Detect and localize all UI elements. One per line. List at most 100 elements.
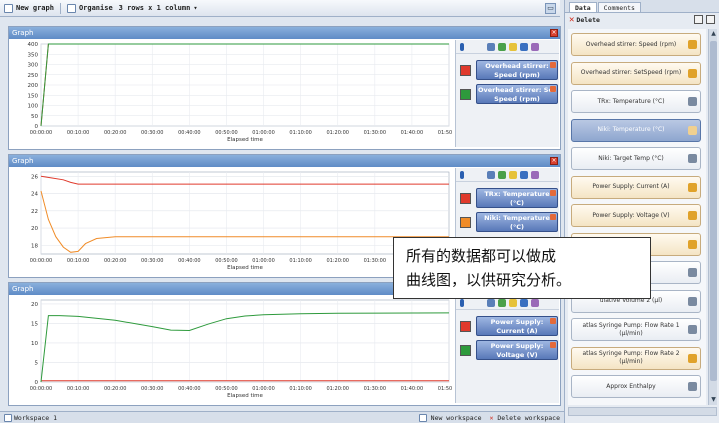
layout-dropdown[interactable]: 3 rows x 1 column ▾ bbox=[119, 4, 198, 12]
expand-icon[interactable] bbox=[460, 170, 464, 179]
x-tick-label: 00:20:00 bbox=[104, 258, 126, 264]
data-source-item[interactable]: Overhead stirrer: Speed (rpm) bbox=[571, 33, 701, 56]
data-panel: Data Comments ✕ Delete Overhead stirrer:… bbox=[564, 0, 719, 423]
series-button[interactable]: Power Supply: Voltage (V) bbox=[476, 340, 558, 360]
close-icon[interactable]: × bbox=[550, 29, 558, 37]
sensor-icon[interactable] bbox=[688, 68, 697, 78]
zoom-icon[interactable] bbox=[487, 298, 495, 307]
expand-icon[interactable] bbox=[460, 298, 464, 307]
settings-icon[interactable] bbox=[498, 42, 506, 51]
remove-icon[interactable] bbox=[550, 318, 556, 324]
sensor-icon[interactable] bbox=[688, 325, 697, 334]
remove-icon[interactable] bbox=[550, 190, 556, 196]
series-row: TRx: Temperature (°C) bbox=[460, 188, 558, 208]
series-button[interactable]: Power Supply: Current (A) bbox=[476, 316, 558, 336]
delete-button[interactable]: Delete bbox=[576, 16, 600, 24]
dock-icon[interactable]: ▭ bbox=[545, 3, 556, 14]
folder-icon[interactable] bbox=[509, 298, 517, 307]
edit-icon[interactable] bbox=[531, 170, 539, 179]
series-color-swatch[interactable] bbox=[460, 320, 471, 332]
sensor-icon[interactable] bbox=[688, 239, 697, 249]
expand-icon[interactable] bbox=[460, 42, 464, 51]
scroll-down-icon[interactable]: ▼ bbox=[711, 396, 716, 403]
x-tick-label: 00:10:00 bbox=[67, 386, 89, 392]
sensor-icon[interactable] bbox=[688, 182, 697, 192]
sensor-icon[interactable] bbox=[688, 125, 697, 135]
workspace-tab[interactable]: Workspace 1 bbox=[0, 413, 61, 422]
graph-plot-area[interactable]: 18 20 22 24 26 00:00:00 00:10:00 00:20:00 00:30:… bbox=[11, 168, 452, 276]
data-source-item[interactable]: atlas Syringe Pump: Flow Rate 1 (μl/min) bbox=[571, 318, 701, 341]
data-source-label: Approx Enthalpy bbox=[606, 382, 656, 390]
new-workspace-button[interactable]: New workspace bbox=[418, 413, 482, 422]
sensor-icon[interactable] bbox=[688, 40, 697, 49]
edit-icon[interactable] bbox=[531, 42, 539, 51]
new-graph-button[interactable]: New graph bbox=[4, 3, 54, 13]
data-source-label: Overhead stirrer: Speed (rpm) bbox=[585, 40, 677, 48]
sensor-icon[interactable] bbox=[688, 382, 697, 391]
series-color-swatch[interactable] bbox=[460, 64, 471, 76]
graph-panel-header: Graph × bbox=[9, 155, 560, 167]
y-tick-label: 26 bbox=[31, 174, 38, 180]
horizontal-scrollbar[interactable] bbox=[568, 407, 717, 416]
series-button[interactable]: Overhead stirrer: Speed (rpm) bbox=[476, 60, 558, 80]
line-chart: 0 50 100 150 200 250 300 350 400 00:00:00 00:10:00… bbox=[28, 42, 453, 143]
sensor-icon[interactable] bbox=[688, 211, 697, 220]
save-icon[interactable] bbox=[520, 298, 528, 307]
data-source-item[interactable]: Niki: Temperature (°C) bbox=[571, 118, 701, 142]
edit-icon[interactable] bbox=[531, 298, 539, 307]
series-row: Niki: Temperature (°C) bbox=[460, 212, 558, 232]
sensor-icon[interactable] bbox=[688, 353, 697, 363]
remove-icon[interactable] bbox=[550, 342, 556, 348]
x-tick-label: 00:10:00 bbox=[67, 130, 89, 136]
restore-icon[interactable] bbox=[694, 15, 703, 24]
save-icon[interactable] bbox=[520, 170, 528, 179]
data-source-item[interactable]: Power Supply: Voltage (V) bbox=[571, 204, 701, 227]
graph-tools bbox=[456, 296, 559, 310]
sensor-icon[interactable] bbox=[688, 296, 697, 306]
save-icon[interactable] bbox=[520, 42, 528, 51]
sensor-icon[interactable] bbox=[688, 154, 697, 163]
folder-icon[interactable] bbox=[509, 42, 517, 51]
data-source-item[interactable]: Approx Enthalpy bbox=[571, 375, 701, 398]
scroll-thumb[interactable] bbox=[710, 41, 717, 381]
series-button[interactable]: TRx: Temperature (°C) bbox=[476, 188, 558, 208]
close-icon[interactable]: × bbox=[550, 157, 558, 165]
data-source-item[interactable]: Power Supply: Current (A) bbox=[571, 175, 701, 199]
settings-icon[interactable] bbox=[498, 170, 506, 179]
delete-icon[interactable]: ✕ bbox=[569, 15, 575, 25]
organise-button[interactable]: Organise bbox=[66, 3, 113, 13]
remove-icon[interactable] bbox=[550, 214, 556, 220]
data-source-item[interactable]: Overhead stirrer: SetSpeed (rpm) bbox=[571, 61, 701, 85]
series-button[interactable]: Niki: Temperature (°C) bbox=[476, 212, 558, 232]
sensor-icon[interactable] bbox=[688, 268, 697, 277]
zoom-icon[interactable] bbox=[487, 170, 495, 179]
tab-data[interactable]: Data bbox=[569, 2, 597, 12]
series-color-swatch[interactable] bbox=[460, 88, 471, 100]
series-button[interactable]: Overhead stirrer: Set Speed (rpm) bbox=[476, 84, 558, 104]
y-tick-label: 0 bbox=[35, 124, 39, 130]
x-tick-label: 01:20:00 bbox=[326, 386, 348, 392]
data-source-item[interactable]: Niki: Target Temp (°C) bbox=[571, 147, 701, 170]
zoom-icon[interactable] bbox=[487, 42, 495, 51]
data-source-item[interactable]: TRx: Temperature (°C) bbox=[571, 90, 701, 113]
folder-icon[interactable] bbox=[509, 170, 517, 179]
new-graph-label: New graph bbox=[16, 4, 54, 12]
workspace-tab-label: Workspace 1 bbox=[14, 413, 58, 422]
scroll-up-icon[interactable]: ▲ bbox=[711, 30, 716, 37]
tab-comments[interactable]: Comments bbox=[597, 2, 641, 12]
data-source-item[interactable]: atlas Syringe Pump: Flow Rate 2 (μl/min) bbox=[571, 346, 701, 370]
remove-icon[interactable] bbox=[550, 62, 556, 68]
caption-line: 曲线图，以供研究分析。 bbox=[406, 271, 572, 289]
delete-workspace-button[interactable]: ✕ Delete workspace bbox=[490, 414, 560, 422]
maximize-icon[interactable] bbox=[706, 15, 715, 24]
graph-plot-area[interactable]: 0 50 100 150 200 250 300 350 400 00:00:00 00:10:00… bbox=[11, 40, 452, 148]
sensor-icon[interactable] bbox=[688, 97, 697, 106]
series-color-swatch[interactable] bbox=[460, 344, 471, 356]
chevron-down-icon: ▾ bbox=[193, 4, 198, 12]
series-color-swatch[interactable] bbox=[460, 192, 471, 204]
remove-icon[interactable] bbox=[550, 86, 556, 92]
graph-plot-area[interactable]: 0 5 10 15 20 00:00:00 00:10:00 00:20:00 00:30:00… bbox=[11, 296, 452, 404]
settings-icon[interactable] bbox=[498, 298, 506, 307]
vertical-scrollbar[interactable]: ▲ ▼ bbox=[708, 29, 717, 405]
series-color-swatch[interactable] bbox=[460, 216, 471, 228]
